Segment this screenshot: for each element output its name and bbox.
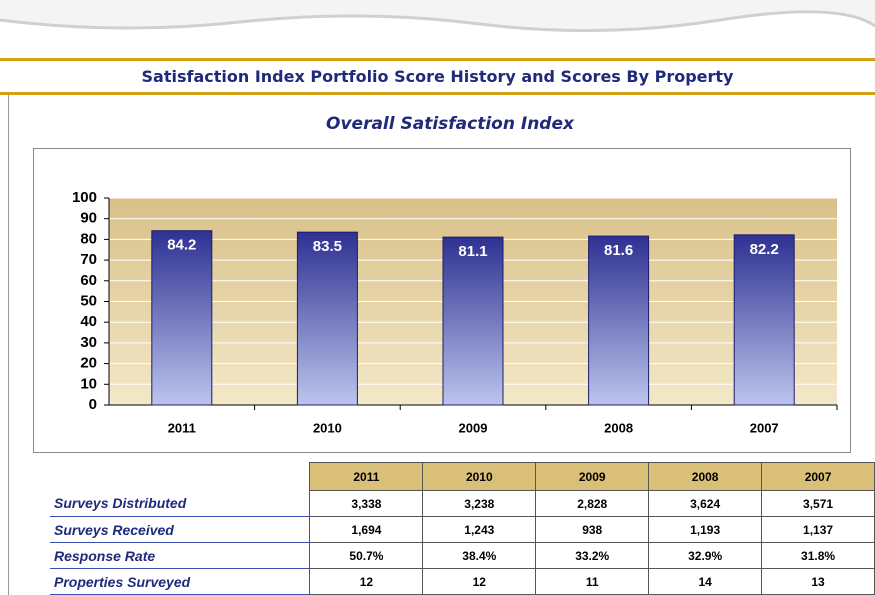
chart: 0 10 20 30 40 50 60 70 80 90 100 2011 84.2 2010 83.5 20… [33, 148, 851, 453]
table-cell: 3,624 [648, 490, 763, 517]
y-tick-label: 10 [80, 375, 97, 392]
column-header: 2011 [309, 462, 424, 491]
table-cell: 3,571 [761, 490, 875, 517]
column-header: 2008 [648, 462, 763, 491]
x-tick-label: 2008 [604, 420, 633, 435]
table-cell: 14 [648, 568, 763, 595]
y-tick-label: 100 [72, 189, 97, 206]
table-cell: 13 [761, 568, 875, 595]
y-tick-label: 50 [80, 292, 97, 309]
x-tick-label: 2007 [750, 420, 779, 435]
table-cell: 50.7% [309, 542, 424, 569]
row-label: Response Rate [50, 542, 310, 569]
bar [442, 236, 504, 406]
y-tick-label: 60 [80, 272, 97, 289]
y-tick-label: 90 [80, 210, 97, 227]
table-cell: 31.8% [761, 542, 875, 569]
bar [296, 231, 358, 406]
table-cell: 32.9% [648, 542, 763, 569]
column-header: 2007 [761, 462, 875, 491]
header-row: 2011 2010 2009 2008 2007 [50, 462, 875, 491]
y-tick-label: 40 [80, 313, 97, 330]
y-tick-label: 20 [80, 355, 97, 372]
stats-table: 2011 2010 2009 2008 2007 Surveys Distributed 3… [50, 462, 875, 595]
chart-title: Overall Satisfaction Index [326, 114, 574, 134]
table-cell: 3,338 [309, 490, 424, 517]
table-cell: 1,137 [761, 516, 875, 543]
table-cell: 12 [309, 568, 424, 595]
y-tick-label: 0 [89, 396, 97, 413]
heading: Satisfaction Index Portfolio Score Histo… [0, 58, 875, 95]
value-label: 81.6 [604, 242, 633, 259]
left-rule [8, 95, 9, 595]
row-label: Surveys Received [50, 516, 310, 543]
table-cell: 11 [535, 568, 650, 595]
table-cell: 33.2% [535, 542, 650, 569]
table-cell: 2,828 [535, 490, 650, 517]
table-row: Properties Surveyed 12 12 11 14 13 [50, 568, 875, 595]
table-cell: 938 [535, 516, 650, 543]
bar [151, 230, 213, 406]
x-tick-label: 2010 [313, 420, 342, 435]
value-label: 82.2 [750, 241, 779, 258]
x-tick-label: 2009 [459, 420, 488, 435]
y-tick-label: 70 [80, 251, 97, 268]
bar [588, 235, 650, 406]
value-label: 83.5 [313, 238, 342, 255]
table-row: Surveys Received 1,694 1,243 938 1,193 1,137 [50, 516, 875, 543]
table-cell: 1,243 [422, 516, 537, 543]
row-label: Properties Surveyed [50, 568, 310, 595]
bar [733, 234, 795, 406]
value-label: 81.1 [458, 243, 487, 260]
column-header: 2010 [422, 462, 537, 491]
blank-cell [50, 463, 310, 491]
table-cell: 3,238 [422, 490, 537, 517]
column-header: 2009 [535, 462, 650, 491]
x-tick-label: 2011 [168, 420, 196, 435]
table-cell: 38.4% [422, 542, 537, 569]
table-cell: 1,694 [309, 516, 424, 543]
y-tick-label: 80 [80, 230, 97, 247]
torn-paper-decoration [0, 0, 875, 48]
y-tick-label: 30 [80, 334, 97, 351]
value-label: 84.2 [167, 237, 196, 254]
row-label: Surveys Distributed [50, 490, 310, 517]
table-cell: 12 [422, 568, 537, 595]
table-row: Response Rate 50.7% 38.4% 33.2% 32.9% 31.8% [50, 542, 875, 569]
table-row: Surveys Distributed 3,338 3,238 2,828 3,624 3… [50, 490, 875, 517]
table-cell: 1,193 [648, 516, 763, 543]
